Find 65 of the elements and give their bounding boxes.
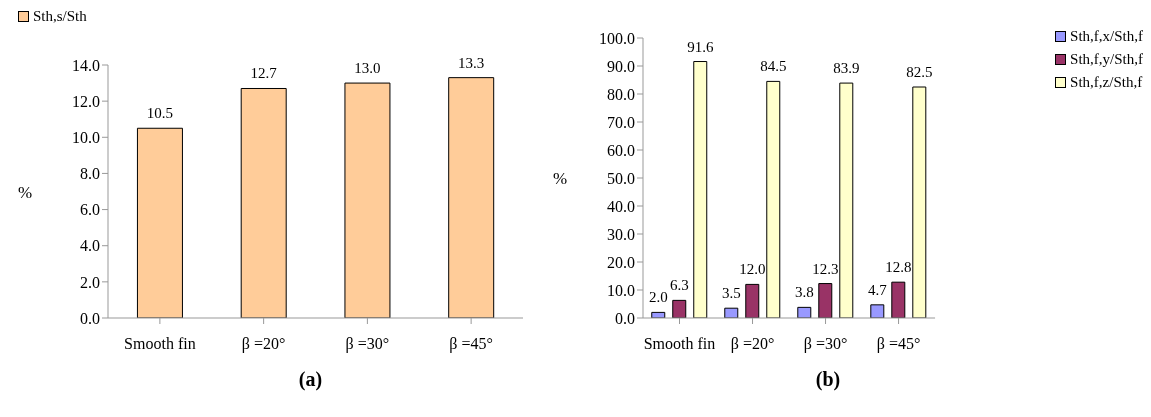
bar — [672, 299, 687, 318]
bar — [693, 61, 708, 318]
y-tick-label: 50.0 — [607, 169, 635, 187]
bar — [818, 283, 833, 318]
y-tick-label: 4.0 — [80, 237, 100, 255]
data-label: 12.7 — [250, 65, 278, 82]
data-label: 13.0 — [354, 60, 381, 77]
y-axis-title: % — [553, 169, 568, 189]
data-label: 83.9 — [833, 60, 860, 77]
y-tick-label: 70.0 — [607, 113, 635, 131]
data-label: 12.8 — [885, 259, 912, 276]
y-tick-label: 40.0 — [607, 197, 635, 215]
bar — [912, 86, 927, 318]
bar — [136, 127, 183, 318]
x-tick-label: β =45° — [449, 335, 493, 354]
y-tick-label: 80.0 — [607, 85, 635, 103]
bar — [240, 87, 287, 318]
y-tick-label: 100.0 — [599, 29, 635, 47]
data-label: 91.6 — [687, 38, 714, 55]
data-label: 3.5 — [721, 285, 741, 302]
legend-label: Sth,f,z/Sth,f — [1070, 74, 1143, 91]
legend-label: Sth,s/Sth — [33, 8, 87, 25]
y-tick-label: 8.0 — [80, 165, 100, 183]
y-tick-label: 20.0 — [607, 253, 635, 271]
bar — [448, 77, 495, 318]
data-label: 12.0 — [739, 261, 766, 278]
legend-label: Sth,f,x/Sth,f — [1070, 28, 1143, 45]
data-label: 6.3 — [669, 277, 689, 294]
y-tick-label: 6.0 — [80, 201, 100, 219]
data-label: 2.0 — [648, 289, 668, 306]
x-tick-label: Smooth fin — [124, 335, 196, 353]
y-tick-label: 0.0 — [615, 309, 635, 327]
y-axis-title: % — [18, 182, 33, 202]
data-label: 3.8 — [794, 284, 814, 301]
data-label: 84.5 — [760, 58, 787, 75]
x-tick-label: β =20° — [730, 335, 775, 354]
data-label: 4.7 — [867, 281, 888, 298]
bar — [839, 82, 854, 318]
y-tick-label: 10.0 — [607, 281, 635, 299]
y-tick-label: 0.0 — [80, 309, 100, 327]
bar — [797, 306, 812, 318]
x-tick-label: β =45° — [876, 335, 921, 354]
x-tick-label: β =30° — [803, 335, 848, 354]
y-tick-label: 60.0 — [607, 141, 635, 159]
bar — [766, 80, 781, 318]
y-tick-label: 14.0 — [72, 56, 100, 74]
bar — [891, 281, 906, 318]
bar — [745, 283, 760, 318]
bar — [344, 82, 391, 318]
data-label: 10.5 — [146, 105, 174, 122]
y-tick-label: 10.0 — [72, 128, 100, 146]
y-tick-label: 30.0 — [607, 225, 635, 243]
x-tick-label: β =20° — [241, 335, 286, 354]
y-tick-label: 2.0 — [80, 273, 100, 291]
data-label: 12.3 — [812, 260, 839, 277]
y-tick-label: 12.0 — [72, 92, 100, 110]
y-tick-label: 90.0 — [607, 57, 635, 75]
data-label: 13.3 — [458, 54, 485, 71]
x-tick-label: Smooth fin — [643, 335, 716, 353]
text: (a) — [297, 368, 324, 391]
legend-label: Sth,f,y/Sth,f — [1070, 51, 1143, 68]
data-label: 82.5 — [906, 64, 933, 80]
text: (b) — [814, 368, 842, 391]
bar — [870, 304, 885, 318]
x-tick-label: β =30° — [345, 335, 390, 354]
